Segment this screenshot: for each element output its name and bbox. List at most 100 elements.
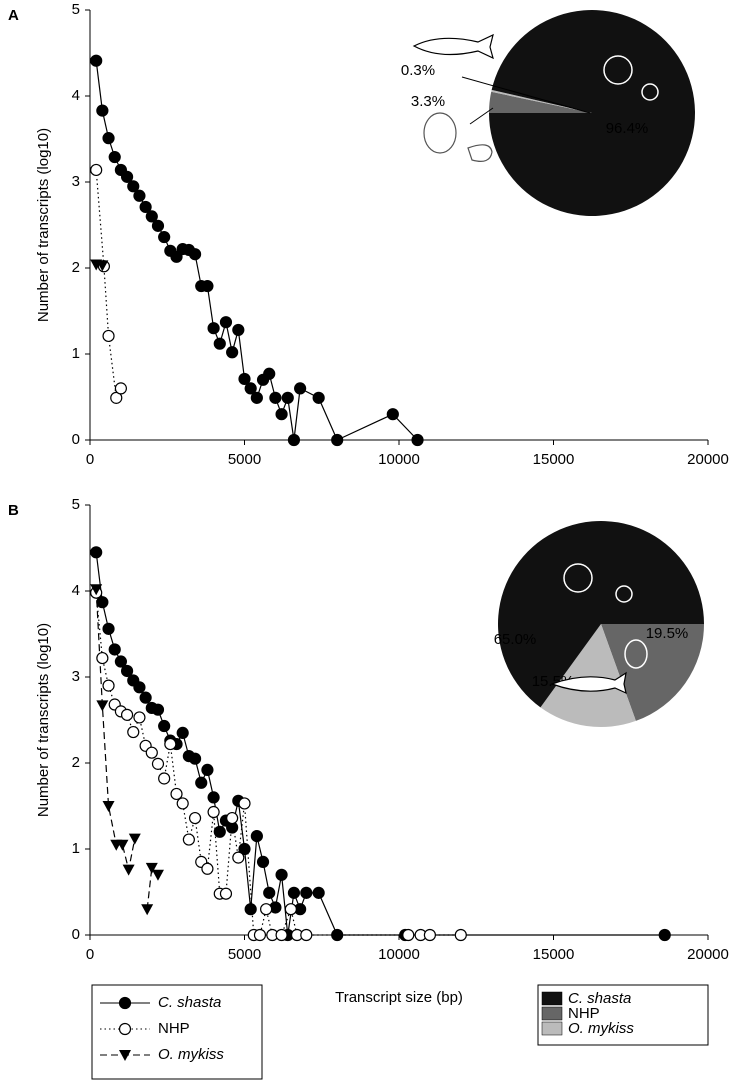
marker: [294, 382, 307, 395]
marker: [188, 248, 202, 261]
y-tick-label: 3: [72, 173, 80, 190]
marker: [207, 791, 220, 804]
marker: [386, 408, 399, 421]
legend-marker: [118, 996, 132, 1010]
pie-slice: [540, 624, 636, 727]
marker: [151, 757, 165, 770]
marker: [139, 200, 152, 214]
marker: [232, 323, 245, 337]
pie-slice: [601, 624, 704, 721]
pie-value-label: 96.4%: [606, 120, 649, 137]
pie-slice: [489, 9, 695, 216]
y-tick-label: 4: [72, 87, 80, 104]
pie-slice: [491, 89, 592, 113]
y-tick-label: 2: [72, 259, 80, 276]
marker: [127, 725, 140, 739]
legend-label: NHP: [568, 1005, 600, 1022]
leader-line: [469, 107, 494, 125]
marker: [164, 737, 177, 751]
marker: [90, 546, 103, 559]
marker: [331, 928, 344, 942]
y-tick-label: 3: [72, 668, 80, 685]
marker: [176, 726, 189, 740]
marker: [232, 851, 245, 864]
legend-label: NHP: [158, 1020, 190, 1037]
marker: [226, 811, 239, 825]
series-line: [95, 60, 418, 441]
legend-swatch: [541, 991, 563, 1006]
y-tick-label: 1: [72, 840, 80, 857]
marker: [195, 776, 208, 789]
marker: [226, 346, 239, 359]
marker: [116, 839, 129, 851]
panel-label: B: [8, 502, 19, 519]
legend-swatch: [541, 1021, 563, 1036]
x-axis-label: Transcript size (bp): [335, 989, 463, 1006]
legend-label: O. mykiss: [568, 1020, 634, 1037]
marker: [108, 643, 121, 656]
x-tick-label: 20000: [687, 946, 729, 963]
fish-icon: [412, 33, 627, 695]
x-tick-label: 0: [86, 451, 94, 468]
marker: [145, 746, 158, 759]
marker: [96, 104, 109, 117]
marker: [238, 797, 251, 810]
x-tick-label: 15000: [533, 946, 575, 963]
legend-label: O. mykiss: [158, 1046, 224, 1063]
marker: [90, 584, 103, 596]
marker: [133, 189, 146, 202]
marker: [151, 703, 165, 716]
marker: [312, 886, 325, 899]
pie-value-label: 0.3%: [401, 62, 435, 79]
marker: [158, 772, 171, 785]
legend-marker: [118, 1022, 132, 1036]
y-tick-label: 5: [72, 496, 80, 513]
x-tick-label: 10000: [378, 451, 420, 468]
marker: [454, 928, 467, 942]
marker: [145, 862, 158, 874]
pie-legend-box: [537, 984, 709, 1046]
y-tick-label: 1: [72, 345, 80, 362]
marker: [253, 928, 267, 942]
marker: [128, 833, 141, 845]
legend-label: C. shasta: [158, 994, 221, 1011]
marker: [219, 316, 233, 329]
marker: [108, 150, 121, 164]
x-tick-label: 0: [86, 946, 94, 963]
nhp-icon: [423, 112, 493, 162]
marker: [275, 928, 288, 942]
y-tick-label: 0: [72, 926, 80, 943]
marker: [120, 708, 134, 721]
marker: [287, 886, 301, 899]
marker: [284, 903, 297, 916]
marker: [102, 132, 115, 145]
marker: [170, 787, 183, 801]
pie-value-label: 65.0%: [494, 631, 537, 648]
parasite-icon: [563, 55, 659, 669]
y-tick-label: 0: [72, 431, 80, 448]
marker: [263, 367, 276, 380]
marker: [300, 928, 313, 942]
marker: [90, 163, 103, 177]
marker: [133, 681, 146, 694]
marker: [141, 904, 154, 916]
marker: [331, 433, 344, 447]
marker: [269, 391, 282, 404]
x-tick-label: 10000: [378, 946, 420, 963]
marker: [423, 928, 436, 942]
marker: [244, 382, 257, 395]
marker: [151, 869, 164, 881]
pie-slice: [498, 521, 704, 708]
marker: [201, 279, 214, 293]
y-tick-label: 2: [72, 754, 80, 771]
panel-label: A: [8, 7, 19, 24]
marker: [658, 928, 671, 942]
leader-line: [461, 76, 591, 114]
marker: [122, 864, 135, 876]
marker: [238, 842, 251, 856]
marker: [102, 622, 115, 635]
pie-value-label: 19.5%: [646, 625, 689, 642]
marker: [250, 829, 263, 843]
y-axis-label: Number of transcripts (log10): [35, 128, 52, 322]
